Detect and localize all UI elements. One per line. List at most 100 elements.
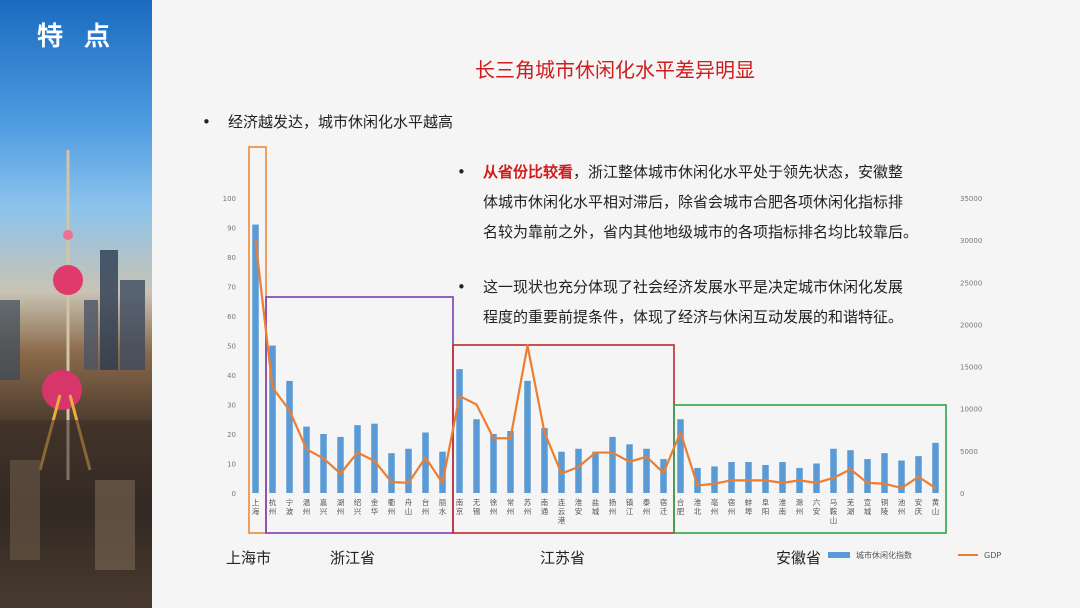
right-tick-label: 10000 [960, 406, 982, 414]
gdp-point-湖州 [339, 473, 342, 475]
category-label-宿迁: 宿迁 [660, 497, 668, 516]
gdp-point-宿迁 [662, 472, 665, 474]
gdp-point-淮安 [577, 466, 580, 468]
gdp-point-滁州 [798, 479, 801, 481]
bar-安庆 [915, 456, 922, 493]
gdp-point-连云港 [560, 473, 563, 475]
gdp-point-嘉兴 [322, 457, 325, 460]
left-tick-label: 20 [227, 431, 236, 439]
category-label-台州: 台州 [422, 497, 430, 516]
gdp-point-马鞍山 [832, 477, 835, 479]
bar-淮安 [575, 448, 582, 493]
category-label-合肥: 合肥 [677, 497, 685, 516]
gdp-point-金华 [373, 460, 376, 462]
gdp-point-合肥 [679, 431, 682, 433]
left-tick-label: 90 [227, 225, 236, 233]
bar-丽水 [439, 451, 446, 493]
gdp-point-淮南 [781, 482, 784, 484]
gdp-point-苏州 [526, 344, 529, 347]
category-label-南京: 南京 [456, 497, 464, 516]
bar-台州 [422, 432, 429, 493]
bar-宣城 [864, 459, 871, 493]
gdp-point-扬州 [611, 451, 614, 454]
category-label-淮安: 淮安 [575, 497, 583, 516]
gdp-point-徐州 [492, 437, 495, 439]
category-label-连云港: 连云港 [558, 497, 566, 525]
province-box-3 [673, 404, 947, 534]
bar-宿州 [728, 462, 735, 493]
left-tick-label: 70 [227, 284, 236, 292]
province-label-3: 安徽省 [776, 549, 822, 567]
category-label-湖州: 湖州 [337, 498, 345, 516]
right-tick-label: 20000 [960, 321, 982, 329]
gdp-point-安庆 [917, 476, 920, 478]
left-tick-label: 0 [232, 490, 236, 498]
category-label-无锡: 无锡 [473, 498, 481, 516]
left-tick-label: 80 [227, 254, 236, 262]
category-label-铜陵: 铜陵 [881, 497, 889, 516]
right-tick-label: 30000 [960, 237, 982, 245]
left-tick-label: 30 [227, 402, 236, 410]
right-tick-label: 25000 [960, 279, 982, 287]
bar-徐州 [490, 434, 497, 493]
bullet-conclusion: • 这一现状也充分体现了社会经济发展水平是决定城市休闲化发展 程度的重要前提条件… [457, 272, 963, 332]
highlight-text: 从省份比较看 [483, 163, 574, 181]
category-label-淮北: 淮北 [694, 497, 702, 516]
gdp-point-丽水 [441, 482, 444, 484]
left-axis: 0 10 20 30 40 50 60 70 80 90 100 [223, 195, 236, 498]
gdp-point-舟山 [407, 482, 410, 484]
gdp-point-宁波 [288, 409, 291, 411]
slide-title: 长三角城市休闲化水平差异明显 [475, 58, 755, 82]
gdp-point-芜湖 [849, 468, 852, 470]
gdp-point-南京 [458, 395, 461, 397]
category-label-嘉兴: 嘉兴 [320, 497, 328, 516]
bar-蚌埠 [745, 462, 752, 493]
bar-舟山 [405, 448, 412, 493]
gdp-point-黄山 [934, 487, 937, 489]
category-label-滁州: 滁州 [796, 497, 804, 516]
category-label-黄山: 黄山 [932, 497, 940, 516]
bar-镇江 [626, 444, 633, 493]
category-label-镇江: 镇江 [626, 497, 634, 516]
bar-扬州 [609, 436, 616, 493]
bar-泰州 [643, 448, 650, 493]
bar-宁波 [286, 380, 293, 493]
bullet-economy: • 经济越发达，城市休闲化水平越高 [202, 107, 453, 137]
category-label-丽水: 丽水 [439, 498, 447, 516]
category-label-苏州: 苏州 [524, 497, 532, 516]
category-label-徐州: 徐州 [490, 497, 498, 516]
bar-铜陵 [881, 453, 888, 493]
bar-黄山 [932, 442, 939, 493]
gdp-point-六安 [815, 482, 818, 484]
category-label-安庆: 安庆 [915, 497, 923, 516]
category-label-舟山: 舟山 [405, 497, 413, 516]
gdp-point-台州 [424, 457, 427, 459]
legend-line-label: GDP [984, 551, 1001, 560]
category-label-杭州: 杭州 [269, 497, 277, 516]
category-label-宣城: 宣城 [864, 497, 872, 516]
bar-芜湖 [847, 450, 854, 493]
legend-bar-swatch [828, 552, 850, 558]
gdp-point-淮北 [696, 484, 699, 487]
bullet-dot: • [457, 278, 466, 296]
gdp-point-衢州 [390, 481, 393, 483]
category-label-蚌埠: 蚌埠 [745, 497, 753, 516]
right-tick-label: 5000 [960, 448, 978, 456]
gdp-point-阜阳 [764, 479, 767, 481]
province-label-0: 上海市 [226, 549, 272, 567]
category-label-上海: 上海 [252, 498, 260, 516]
province-label-2: 江苏省 [540, 549, 586, 567]
bullet-dot: • [457, 163, 466, 181]
sidebar-title: 特 点 [37, 22, 117, 52]
category-label-宿州: 宿州 [728, 497, 736, 516]
gdp-point-温州 [305, 448, 308, 450]
category-label-池州: 池州 [898, 497, 906, 516]
bar-合肥 [677, 419, 684, 493]
province-label-1: 浙江省 [330, 549, 376, 567]
category-label-泰州: 泰州 [643, 497, 651, 516]
gdp-point-宿州 [730, 479, 733, 481]
gdp-point-池州 [900, 487, 903, 489]
gdp-point-蚌埠 [747, 479, 750, 481]
